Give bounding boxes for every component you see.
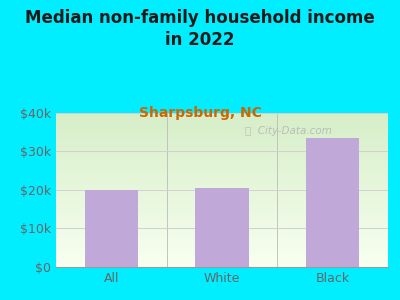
Text: Median non-family household income
in 2022: Median non-family household income in 20… — [25, 9, 375, 49]
Bar — [306, 138, 359, 267]
Bar — [196, 188, 248, 267]
Text: ⓘ  City-Data.com: ⓘ City-Data.com — [245, 126, 332, 136]
Text: Sharpsburg, NC: Sharpsburg, NC — [138, 106, 262, 121]
Bar — [85, 190, 138, 267]
